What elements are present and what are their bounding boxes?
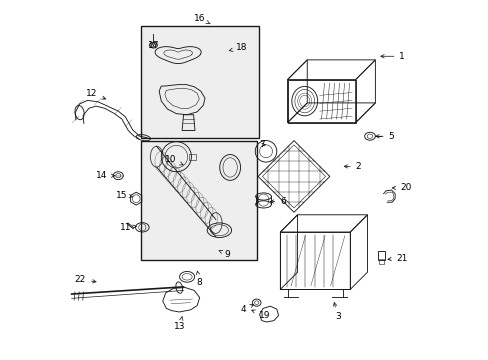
Text: 5: 5 [375, 132, 394, 141]
Text: 3: 3 [333, 303, 340, 321]
Text: 7: 7 [258, 140, 264, 149]
Text: 6: 6 [270, 197, 285, 206]
Text: 2: 2 [344, 162, 361, 171]
Bar [141, 26, 258, 138]
Bar [189, 154, 195, 159]
Text: 16: 16 [193, 14, 210, 24]
Text: 14: 14 [96, 171, 114, 180]
Bar [379, 259, 383, 264]
Text: 19: 19 [251, 310, 270, 320]
Text: 9: 9 [219, 250, 230, 259]
Text: 15: 15 [116, 190, 133, 199]
Text: 8: 8 [196, 271, 202, 287]
Text: 10: 10 [165, 155, 183, 165]
Text: 18: 18 [229, 43, 247, 52]
Text: 4: 4 [241, 305, 253, 314]
Text: 11: 11 [120, 223, 137, 232]
Text: 22: 22 [75, 275, 96, 284]
Text: 12: 12 [86, 89, 105, 99]
Text: 13: 13 [174, 316, 185, 331]
Bar [377, 251, 384, 260]
Text: 1: 1 [380, 52, 405, 61]
Text: 20: 20 [391, 183, 411, 192]
Text: 17: 17 [147, 41, 159, 50]
Text: 21: 21 [387, 254, 407, 263]
Bar [141, 141, 257, 260]
